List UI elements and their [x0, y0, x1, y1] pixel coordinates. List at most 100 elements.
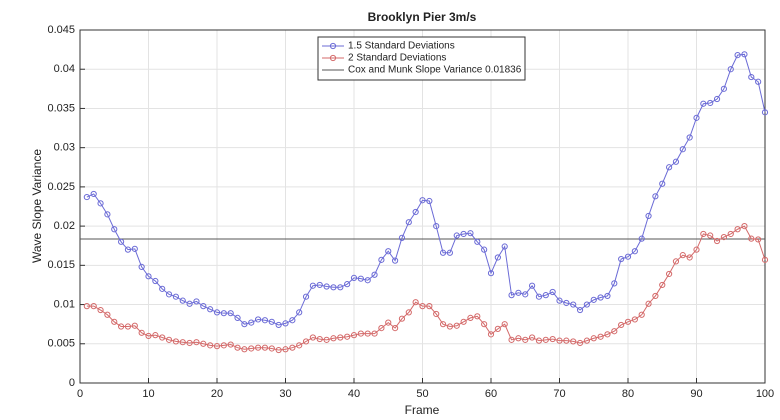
data-point [659, 281, 666, 289]
data-point [741, 223, 748, 230]
data-point [378, 256, 385, 263]
data-point [542, 336, 549, 343]
data-point [597, 333, 604, 340]
data-point [350, 332, 358, 339]
data-point [248, 319, 255, 326]
data-point [652, 193, 659, 200]
data-point [487, 331, 495, 338]
data-point [481, 321, 488, 328]
data-point [289, 317, 296, 324]
data-point [433, 310, 440, 318]
data-point [755, 236, 762, 243]
data-point [672, 258, 680, 265]
data-point [590, 296, 597, 303]
data-point [405, 219, 412, 226]
data-point [296, 309, 303, 316]
data-point [693, 114, 700, 121]
legend-label: 2 Standard Deviations [348, 53, 446, 64]
data-point [494, 254, 501, 261]
data-point [624, 318, 632, 325]
data-point [118, 238, 125, 245]
data-point [213, 309, 221, 316]
y-tick-label: 0.005 [47, 338, 75, 350]
data-point [433, 223, 440, 230]
data-point [611, 328, 618, 335]
data-point [419, 303, 426, 310]
data-point [508, 292, 515, 299]
data-point [275, 321, 282, 329]
data-point [556, 297, 563, 304]
data-point [385, 319, 392, 326]
legend-label: Cox and Munk Slope Variance 0.01836 [348, 65, 522, 76]
data-point [145, 332, 152, 340]
data-point [193, 339, 200, 346]
data-point [652, 292, 659, 300]
data-point [419, 197, 426, 204]
data-point [700, 230, 707, 238]
y-tick-label: 0.015 [47, 259, 75, 271]
data-point [385, 248, 392, 255]
data-point [748, 235, 755, 242]
data-point [131, 245, 138, 252]
data-point [666, 164, 673, 171]
data-point [529, 282, 536, 289]
data-point [720, 233, 728, 241]
data-point [679, 146, 686, 153]
data-point [467, 230, 474, 237]
data-point [364, 330, 371, 337]
data-point [165, 336, 173, 343]
data-point [179, 339, 186, 346]
data-point [576, 339, 584, 347]
y-tick-label: 0.025 [47, 181, 75, 193]
data-point [761, 109, 769, 116]
data-point [104, 211, 111, 218]
y-tick-label: 0.03 [54, 142, 75, 154]
data-point [152, 332, 159, 339]
data-point [645, 300, 652, 307]
data-point [309, 334, 316, 341]
data-point [200, 340, 207, 347]
data-point [371, 330, 378, 337]
data-point [570, 338, 577, 345]
data-point [323, 336, 330, 343]
data-point [275, 346, 282, 354]
data-point [371, 271, 378, 278]
data-point [563, 337, 570, 344]
data-point [398, 234, 406, 241]
data-point [707, 232, 714, 239]
data-point [439, 321, 447, 328]
chart-title: Brooklyn Pier 3m/s [368, 10, 477, 24]
data-point [631, 316, 638, 323]
data-point [131, 322, 138, 329]
data-point [631, 248, 638, 255]
data-point [460, 318, 467, 325]
data-point [282, 346, 289, 353]
data-point [200, 303, 207, 310]
data-point [364, 277, 371, 284]
x-tick-label: 70 [553, 388, 565, 400]
data-point [412, 208, 419, 216]
data-point [474, 238, 481, 245]
y-tick-label: 0.045 [47, 24, 75, 36]
data-point [344, 281, 351, 288]
x-tick-label: 20 [211, 388, 223, 400]
x-tick-label: 90 [690, 388, 702, 400]
data-point [618, 321, 625, 329]
data-point [604, 292, 611, 300]
x-tick-label: 10 [142, 388, 154, 400]
data-point [337, 284, 344, 291]
data-point [549, 288, 556, 296]
y-tick-label: 0.01 [54, 298, 75, 310]
data-point [83, 193, 90, 201]
y-tick-label: 0.035 [47, 102, 75, 114]
data-point [618, 255, 625, 263]
data-point [316, 281, 323, 289]
data-point [693, 246, 700, 253]
data-point [412, 299, 419, 306]
data-point [727, 66, 734, 73]
data-point [398, 315, 406, 322]
y-tick-label: 0.04 [54, 63, 75, 75]
x-tick-label: 50 [416, 388, 428, 400]
data-point [446, 249, 453, 256]
